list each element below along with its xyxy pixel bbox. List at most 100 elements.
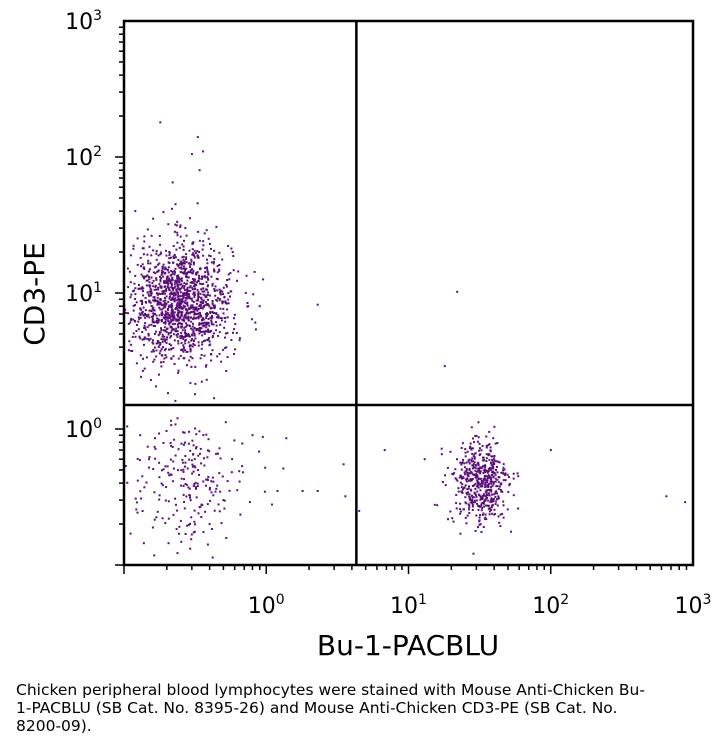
data-point — [160, 365, 163, 368]
data-point — [493, 463, 496, 465]
data-point — [152, 217, 155, 220]
data-point — [158, 262, 161, 265]
data-point — [258, 305, 261, 308]
data-point — [174, 223, 177, 226]
data-point — [466, 514, 469, 517]
data-point — [183, 316, 186, 318]
data-point — [163, 335, 166, 338]
data-point — [502, 500, 505, 503]
data-point — [183, 287, 186, 289]
data-point — [143, 338, 145, 341]
data-point — [210, 321, 213, 324]
data-point — [127, 312, 129, 315]
data-point — [149, 262, 152, 265]
data-point — [486, 484, 489, 487]
data-point — [206, 303, 209, 305]
data-point — [178, 532, 180, 535]
data-point — [170, 357, 173, 360]
data-point — [463, 466, 466, 469]
data-point — [134, 320, 136, 323]
data-point — [491, 504, 494, 507]
data-point — [192, 252, 195, 255]
data-point — [170, 256, 172, 259]
data-point — [150, 289, 153, 292]
data-point — [191, 357, 194, 360]
data-point — [192, 307, 195, 310]
data-point — [172, 289, 174, 291]
data-point — [485, 497, 488, 500]
data-point — [199, 311, 201, 314]
data-point — [185, 308, 188, 310]
data-point — [184, 334, 187, 336]
data-point — [182, 484, 185, 487]
data-point — [202, 305, 205, 307]
data-point — [477, 480, 479, 483]
data-point — [151, 282, 154, 285]
data-point — [179, 235, 182, 238]
data-point — [173, 287, 175, 290]
data-point — [167, 308, 169, 310]
data-point — [186, 286, 189, 289]
data-point — [456, 458, 458, 461]
data-point — [170, 284, 173, 287]
data-point — [201, 341, 204, 344]
data-point — [215, 452, 218, 455]
data-point — [493, 508, 496, 511]
data-point — [482, 480, 485, 483]
data-point — [141, 263, 144, 266]
data-point — [160, 273, 163, 276]
data-point — [460, 447, 463, 449]
data-point — [488, 477, 491, 480]
data-point — [193, 312, 196, 315]
data-point — [490, 478, 493, 481]
data-point — [195, 273, 198, 276]
data-point — [471, 502, 474, 505]
data-point — [459, 532, 462, 535]
data-point — [182, 468, 185, 471]
data-point — [166, 311, 169, 314]
data-point — [180, 540, 183, 543]
data-point — [148, 285, 151, 288]
data-point — [235, 331, 238, 334]
data-point — [162, 360, 165, 363]
data-point — [149, 268, 151, 271]
data-point — [221, 290, 224, 293]
data-point — [183, 326, 186, 329]
data-point — [491, 474, 493, 476]
data-point — [171, 480, 174, 483]
data-point — [201, 324, 204, 327]
data-point — [164, 267, 167, 270]
data-point — [489, 489, 491, 492]
data-point — [190, 459, 193, 462]
data-point — [148, 290, 151, 293]
data-point — [180, 306, 183, 308]
data-point — [159, 121, 162, 124]
data-point — [172, 255, 175, 258]
data-point — [142, 306, 145, 309]
data-point — [174, 281, 177, 284]
data-point — [491, 512, 494, 515]
data-point — [455, 507, 458, 510]
data-point — [144, 328, 147, 331]
data-point — [218, 299, 221, 302]
data-point — [182, 294, 185, 297]
data-point — [152, 325, 155, 327]
data-point — [140, 288, 143, 291]
data-point — [168, 289, 171, 292]
data-point — [165, 356, 168, 359]
data-point — [201, 290, 204, 293]
data-point — [241, 442, 244, 445]
data-point — [466, 450, 469, 453]
data-point — [182, 245, 185, 248]
data-point — [216, 278, 219, 281]
data-point — [481, 498, 484, 501]
data-point — [236, 279, 238, 282]
data-point — [476, 490, 479, 493]
data-point — [486, 489, 489, 492]
data-point — [467, 472, 470, 475]
data-point — [160, 327, 162, 330]
data-point — [127, 349, 130, 352]
data-point — [192, 444, 195, 447]
data-point — [141, 286, 144, 289]
data-point — [151, 319, 154, 321]
